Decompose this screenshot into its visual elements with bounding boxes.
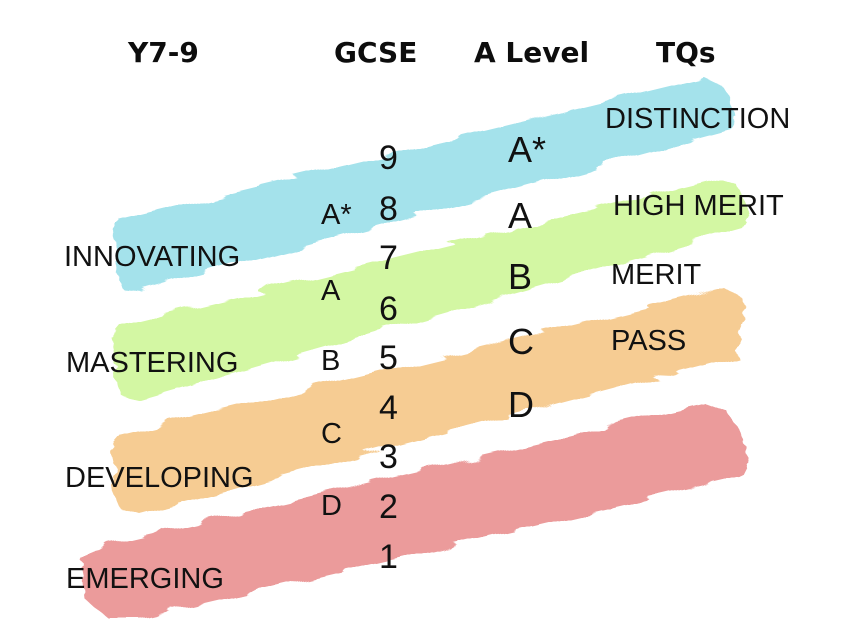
- a-level-grade-a-star: A*: [508, 129, 547, 170]
- old-gcse-grade-a: A: [321, 275, 341, 307]
- band-innovating: [112, 78, 738, 290]
- stage-innovating: INNOVATING: [64, 241, 241, 273]
- stage-mastering: MASTERING: [66, 347, 239, 379]
- a-level-grade-d: D: [508, 384, 534, 425]
- gcse-grade-5: 5: [379, 339, 398, 377]
- band-emerging: [80, 404, 748, 618]
- gcse-grade-3: 3: [379, 438, 398, 476]
- a-level-grade-c: C: [508, 321, 534, 362]
- gcse-grade-6: 6: [379, 290, 398, 328]
- tq-grade-high-merit: HIGH MERIT: [613, 190, 784, 222]
- gcse-grade-4: 4: [379, 389, 398, 427]
- stage-developing: DEVELOPING: [65, 462, 254, 494]
- header-alevel: A Level: [474, 36, 590, 69]
- tq-grade-merit: MERIT: [611, 259, 702, 291]
- a-level-grade-b: B: [508, 256, 533, 297]
- band-mastering: [112, 178, 750, 400]
- gcse-grade-1: 1: [379, 538, 398, 576]
- old-gcse-grade-c: C: [321, 418, 342, 450]
- header-tqs: TQs: [656, 36, 716, 69]
- header-ks3: Y7-9: [128, 36, 199, 69]
- tq-grade-distinction: DISTINCTION: [605, 103, 791, 135]
- gcse-grade-2: 2: [379, 488, 398, 526]
- header-gcse: GCSE: [334, 36, 418, 69]
- a-level-grade-a: A: [508, 195, 533, 236]
- gcse-grade-7: 7: [379, 239, 398, 277]
- band-developing: [110, 288, 744, 514]
- old-gcse-grade-b: B: [321, 345, 341, 377]
- old-gcse-grade-d: D: [321, 490, 342, 522]
- stage-emerging: EMERGING: [66, 563, 224, 595]
- old-gcse-grade-a-star: A*: [321, 199, 352, 231]
- gcse-grade-8: 8: [379, 190, 398, 228]
- gcse-grade-9: 9: [379, 139, 398, 177]
- tq-grade-pass: PASS: [611, 325, 687, 357]
